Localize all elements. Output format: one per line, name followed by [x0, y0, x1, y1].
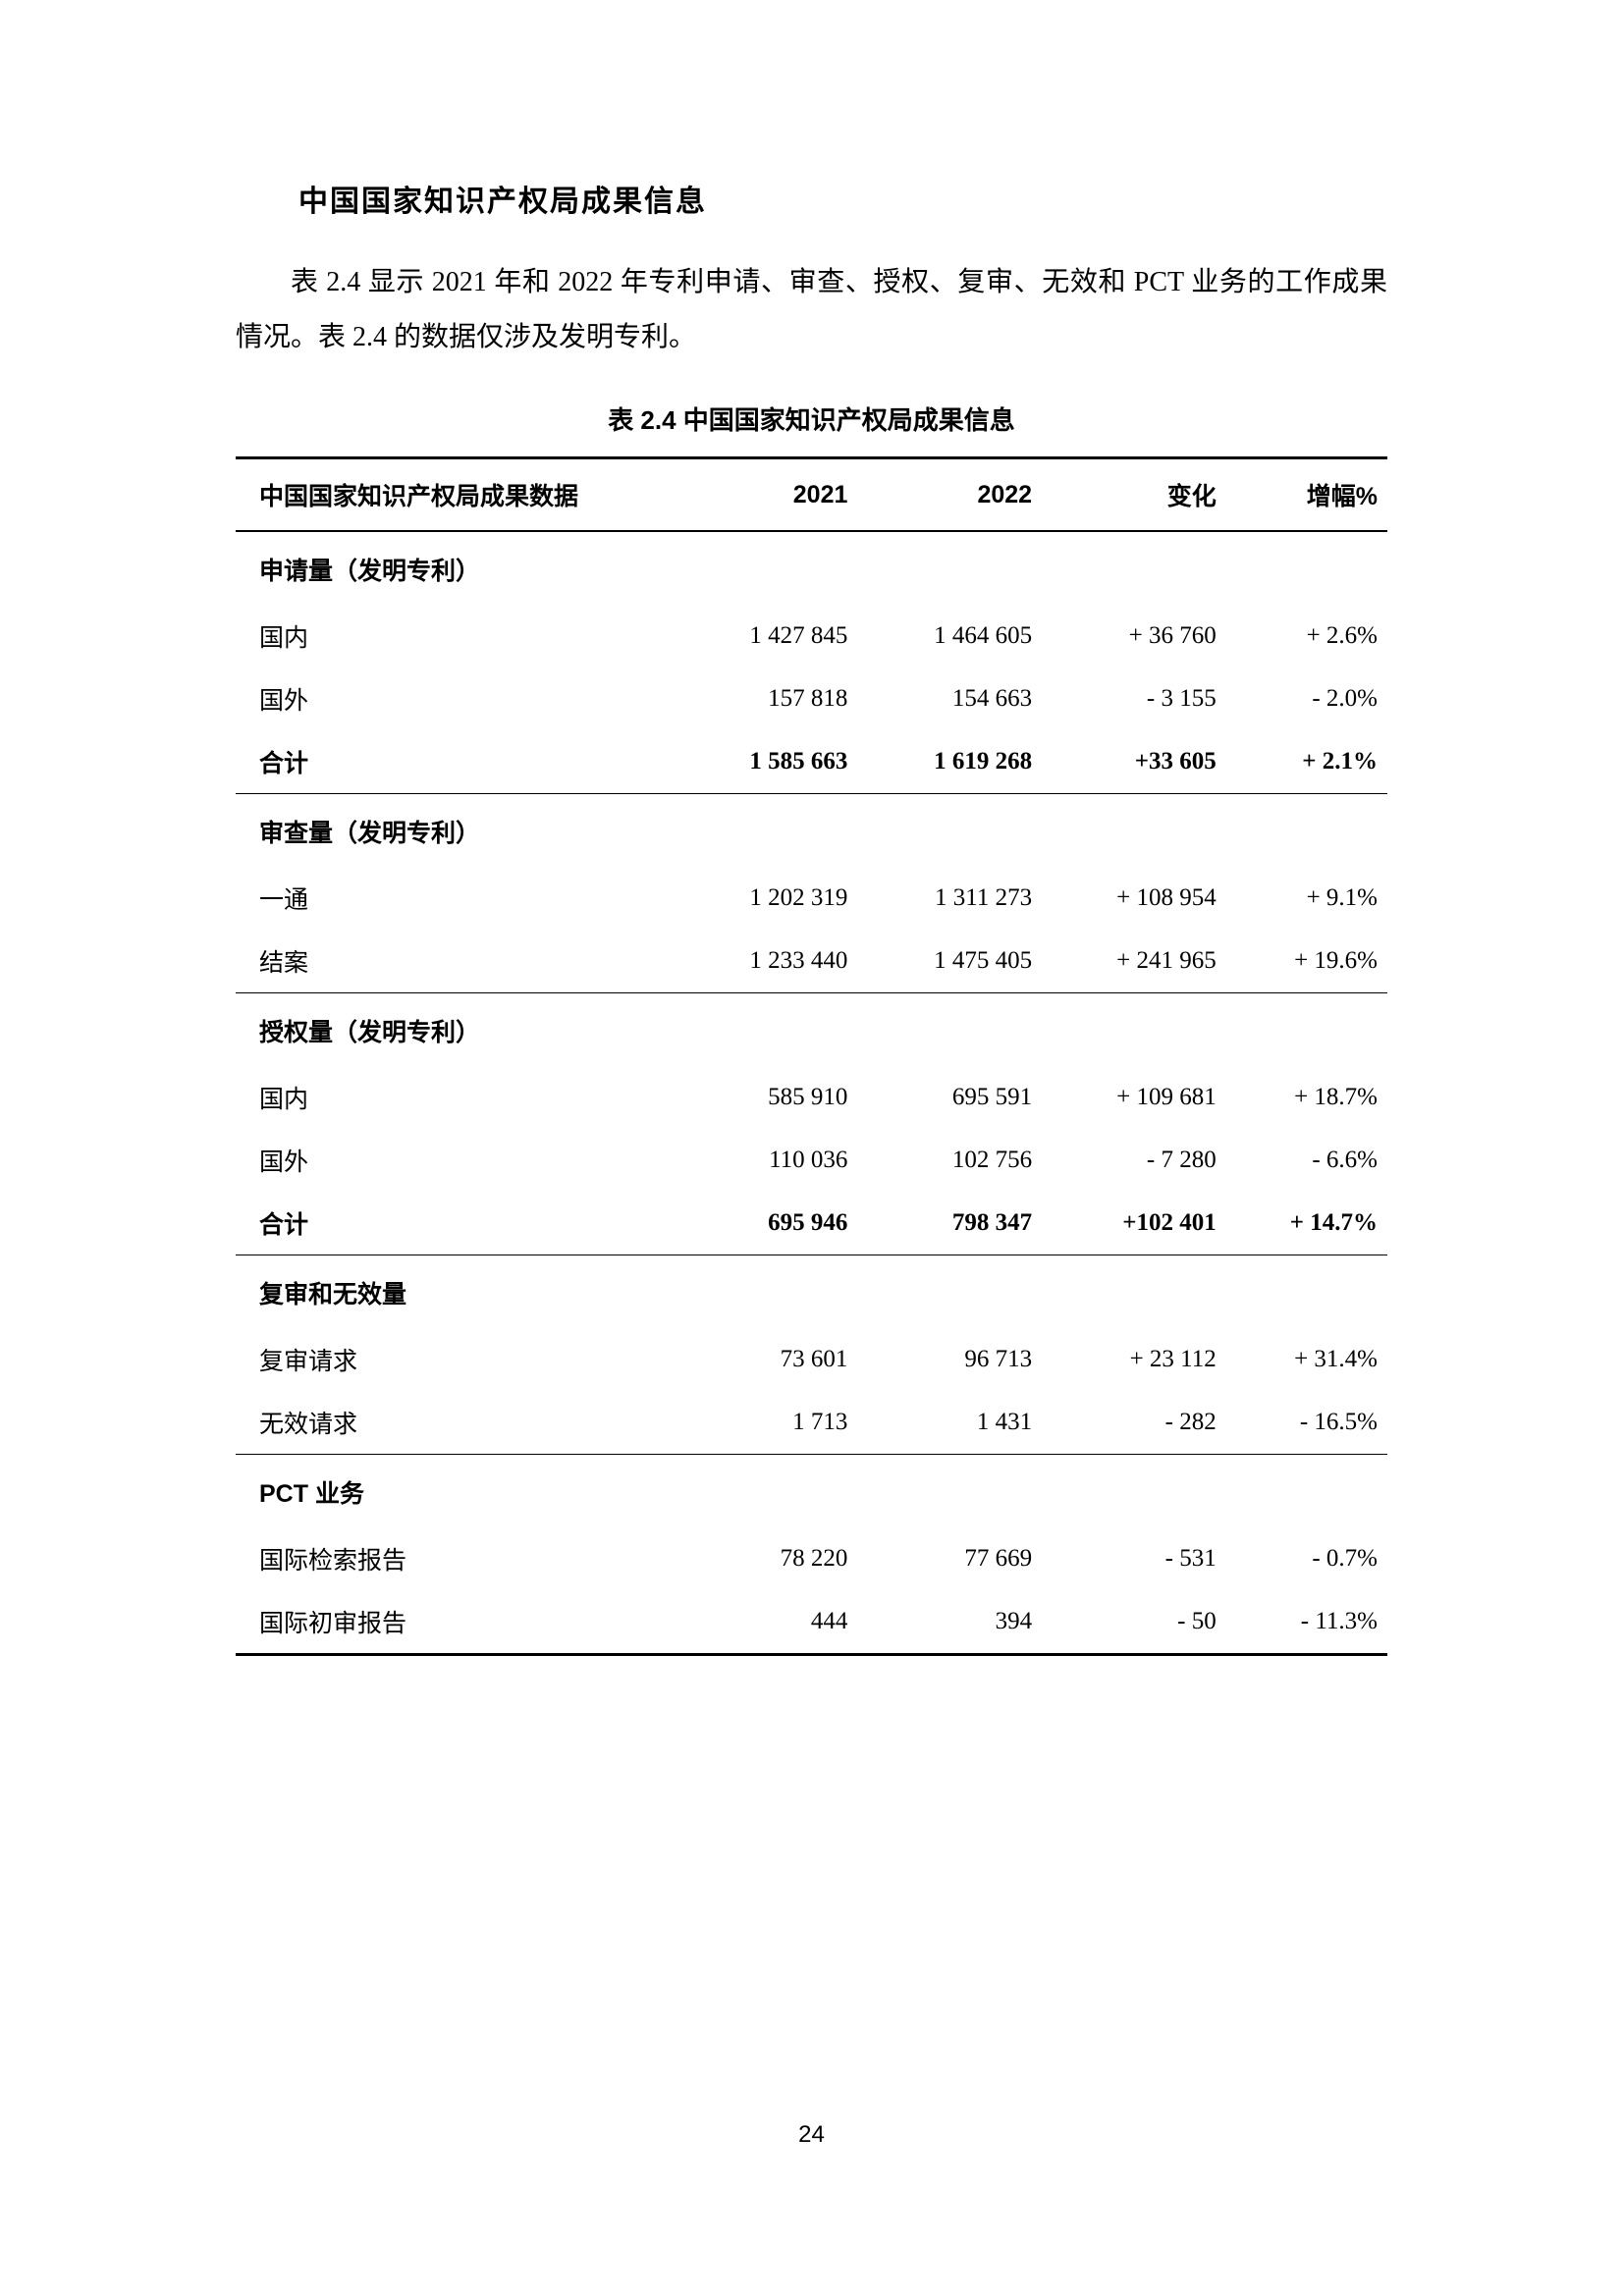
section-header-cell: 复审和无效量 [236, 1255, 1387, 1329]
section-header-row: 授权量（发明专利） [236, 993, 1387, 1067]
table-cell-change: +102 401 [1042, 1192, 1226, 1255]
table-cell-change: - 50 [1042, 1590, 1226, 1655]
table-cell-pct: - 2.0% [1226, 667, 1387, 730]
table-row: 无效请求1 7131 431- 282- 16.5% [236, 1391, 1387, 1455]
table-row: 国外157 818154 663- 3 155- 2.0% [236, 667, 1387, 730]
section-header-cell: 申请量（发明专利） [236, 531, 1387, 605]
table-cell-pct: + 2.1% [1226, 730, 1387, 794]
col-header-label: 中国国家知识产权局成果数据 [236, 458, 674, 532]
section-header-cell: 审查量（发明专利） [236, 794, 1387, 868]
table-row: 国内1 427 8451 464 605+ 36 760+ 2.6% [236, 605, 1387, 667]
table-row: 结案1 233 4401 475 405+ 241 965+ 19.6% [236, 930, 1387, 993]
table-cell-y2021: 1 585 663 [674, 730, 858, 794]
table-row: 合计1 585 6631 619 268+33 605+ 2.1% [236, 730, 1387, 794]
section-header-cell: 授权量（发明专利） [236, 993, 1387, 1067]
table-row: 合计695 946798 347+102 401+ 14.7% [236, 1192, 1387, 1255]
section-header-cell: PCT 业务 [236, 1455, 1387, 1528]
col-header-2022: 2022 [857, 458, 1042, 532]
table-cell-label: 复审请求 [236, 1328, 674, 1391]
table-cell-y2022: 154 663 [857, 667, 1042, 730]
table-row: 国际检索报告78 22077 669- 531- 0.7% [236, 1527, 1387, 1590]
table-cell-change: - 282 [1042, 1391, 1226, 1455]
table-cell-pct: + 2.6% [1226, 605, 1387, 667]
section-header-row: 复审和无效量 [236, 1255, 1387, 1329]
table-cell-change: - 7 280 [1042, 1129, 1226, 1192]
table-cell-y2021: 73 601 [674, 1328, 858, 1391]
table-cell-y2022: 1 464 605 [857, 605, 1042, 667]
table-cell-y2022: 394 [857, 1590, 1042, 1655]
table-cell-y2022: 798 347 [857, 1192, 1042, 1255]
table-cell-label: 国外 [236, 1129, 674, 1192]
table-cell-label: 国内 [236, 605, 674, 667]
table-cell-change: - 3 155 [1042, 667, 1226, 730]
section-header-row: 申请量（发明专利） [236, 531, 1387, 605]
table-row: 国外110 036102 756- 7 280- 6.6% [236, 1129, 1387, 1192]
table-row: 国内585 910695 591+ 109 681+ 18.7% [236, 1066, 1387, 1129]
table-cell-y2021: 1 427 845 [674, 605, 858, 667]
table-cell-label: 国际检索报告 [236, 1527, 674, 1590]
table-cell-y2022: 77 669 [857, 1527, 1042, 1590]
table-cell-pct: + 31.4% [1226, 1328, 1387, 1391]
col-header-change: 变化 [1042, 458, 1226, 532]
table-row: 一通1 202 3191 311 273+ 108 954+ 9.1% [236, 867, 1387, 930]
table-cell-change: + 23 112 [1042, 1328, 1226, 1391]
table-cell-change: - 531 [1042, 1527, 1226, 1590]
table-cell-change: + 36 760 [1042, 605, 1226, 667]
table-cell-label: 结案 [236, 930, 674, 993]
table-cell-pct: - 16.5% [1226, 1391, 1387, 1455]
col-header-2021: 2021 [674, 458, 858, 532]
table-cell-y2022: 1 311 273 [857, 867, 1042, 930]
table-cell-y2022: 102 756 [857, 1129, 1042, 1192]
table-caption: 表 2.4 中国国家知识产权局成果信息 [236, 400, 1387, 437]
table-cell-y2021: 695 946 [674, 1192, 858, 1255]
table-cell-change: + 108 954 [1042, 867, 1226, 930]
table-cell-label: 一通 [236, 867, 674, 930]
table-cell-y2022: 1 619 268 [857, 730, 1042, 794]
table-cell-label: 国内 [236, 1066, 674, 1129]
section-heading: 中国国家知识产权局成果信息 [298, 177, 1387, 220]
table-cell-y2021: 110 036 [674, 1129, 858, 1192]
table-cell-change: + 241 965 [1042, 930, 1226, 993]
table-cell-pct: - 0.7% [1226, 1527, 1387, 1590]
section-header-row: PCT 业务 [236, 1455, 1387, 1528]
table-cell-y2021: 1 713 [674, 1391, 858, 1455]
table-cell-label: 合计 [236, 1192, 674, 1255]
table-cell-y2021: 78 220 [674, 1527, 858, 1590]
table-row: 国际初审报告444394- 50- 11.3% [236, 1590, 1387, 1655]
table-cell-y2022: 695 591 [857, 1066, 1042, 1129]
table-cell-change: +33 605 [1042, 730, 1226, 794]
table-cell-y2021: 157 818 [674, 667, 858, 730]
table-cell-label: 国外 [236, 667, 674, 730]
results-table: 中国国家知识产权局成果数据 2021 2022 变化 增幅% 申请量（发明专利）… [236, 456, 1387, 1656]
col-header-pct: 增幅% [1226, 458, 1387, 532]
table-cell-label: 国际初审报告 [236, 1590, 674, 1655]
table-cell-change: + 109 681 [1042, 1066, 1226, 1129]
section-header-row: 审查量（发明专利） [236, 794, 1387, 868]
page-number: 24 [0, 2121, 1623, 2149]
table-cell-pct: + 9.1% [1226, 867, 1387, 930]
table-cell-pct: + 18.7% [1226, 1066, 1387, 1129]
table-cell-pct: + 19.6% [1226, 930, 1387, 993]
table-cell-y2021: 1 233 440 [674, 930, 858, 993]
table-cell-label: 无效请求 [236, 1391, 674, 1455]
table-cell-y2022: 1 431 [857, 1391, 1042, 1455]
intro-paragraph: 表 2.4 显示 2021 年和 2022 年专利申请、审查、授权、复审、无效和… [236, 255, 1387, 365]
table-cell-y2022: 96 713 [857, 1328, 1042, 1391]
table-cell-pct: - 11.3% [1226, 1590, 1387, 1655]
table-cell-y2021: 1 202 319 [674, 867, 858, 930]
table-row: 复审请求73 60196 713+ 23 112+ 31.4% [236, 1328, 1387, 1391]
table-cell-label: 合计 [236, 730, 674, 794]
table-cell-y2021: 585 910 [674, 1066, 858, 1129]
table-cell-y2021: 444 [674, 1590, 858, 1655]
table-cell-y2022: 1 475 405 [857, 930, 1042, 993]
table-cell-pct: + 14.7% [1226, 1192, 1387, 1255]
table-header-row: 中国国家知识产权局成果数据 2021 2022 变化 增幅% [236, 458, 1387, 532]
table-cell-pct: - 6.6% [1226, 1129, 1387, 1192]
